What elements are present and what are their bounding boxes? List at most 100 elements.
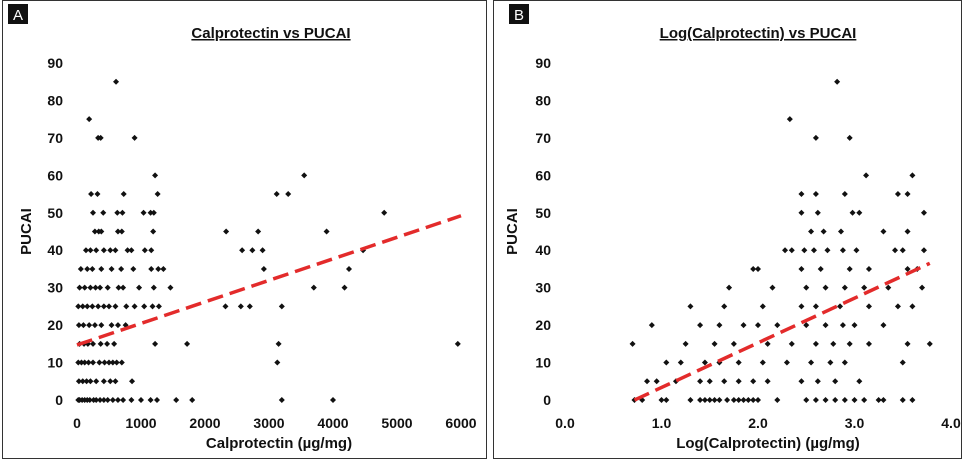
data-point — [814, 209, 821, 216]
data-point — [100, 378, 107, 385]
trend-line — [633, 261, 931, 402]
data-point — [904, 340, 911, 347]
data-point — [97, 134, 104, 141]
data-point — [653, 378, 660, 385]
y-tick-label: 50 — [535, 205, 551, 221]
data-point — [926, 340, 933, 347]
data-point — [711, 340, 718, 347]
panel-a: A Calprotectin vs PUCAI 0 10 20 30 40 50 60 70 80 9… — [2, 0, 487, 459]
data-point — [920, 209, 927, 216]
data-point — [755, 397, 761, 403]
panel-label: A — [13, 7, 23, 24]
data-point — [83, 378, 90, 385]
data-point — [820, 228, 827, 235]
y-tick-label: 10 — [47, 355, 63, 371]
data-point — [275, 340, 282, 347]
data-point — [764, 340, 771, 347]
data-point — [100, 303, 107, 310]
data-point — [140, 209, 147, 216]
data-point — [76, 284, 83, 291]
data-point — [152, 172, 159, 179]
data-point — [150, 284, 157, 291]
data-point — [740, 397, 747, 403]
panel-b: B Log(Calprotectin) vs PUCAI 0 10 20 30 40 50 60… — [493, 0, 962, 459]
data-point — [106, 359, 112, 366]
panel-frame — [493, 0, 962, 459]
data-point — [832, 378, 839, 385]
data-point — [786, 116, 793, 123]
data-point — [118, 228, 125, 235]
data-point — [173, 397, 180, 403]
data-point — [92, 284, 99, 291]
data-point — [96, 359, 103, 366]
data-point — [863, 172, 870, 179]
data-point — [114, 209, 121, 216]
data-point — [812, 397, 819, 403]
data-point — [892, 247, 899, 254]
data-point — [812, 191, 819, 198]
data-point — [310, 284, 317, 291]
data-point — [920, 247, 927, 254]
data-point — [90, 209, 96, 216]
data-point — [846, 265, 853, 272]
y-tick-label: 30 — [47, 280, 63, 296]
data-point — [75, 378, 82, 385]
data-point — [782, 247, 789, 254]
x-tick-label: 0.0 — [555, 415, 575, 431]
data-point — [75, 303, 82, 310]
data-point — [856, 209, 863, 216]
data-point — [755, 322, 761, 329]
data-point — [84, 265, 91, 272]
data-point — [629, 340, 636, 347]
data-point — [113, 78, 120, 85]
y-tick-label: 0 — [543, 392, 551, 408]
data-point — [808, 228, 815, 235]
data-point — [155, 303, 162, 310]
y-axis-label: PUCAI — [18, 208, 35, 255]
x-axis-label: Calprotectin (µg/mg) — [206, 435, 352, 452]
data-point — [841, 284, 848, 291]
data-point — [706, 397, 713, 403]
data-point — [726, 284, 733, 291]
data-point — [107, 378, 114, 385]
data-point — [803, 322, 810, 329]
data-point — [721, 303, 728, 310]
data-point — [735, 397, 742, 403]
data-point — [769, 284, 776, 291]
data-point — [824, 247, 831, 254]
data-point — [115, 284, 122, 291]
data-point — [801, 247, 808, 254]
data-point — [259, 247, 266, 254]
data-point — [803, 284, 810, 291]
data-point — [84, 303, 91, 310]
data-point — [301, 172, 308, 179]
data-point — [104, 397, 111, 403]
data-point — [865, 303, 872, 310]
data-point — [788, 247, 795, 254]
data-point — [89, 303, 96, 310]
data-point — [899, 247, 906, 254]
data-point — [822, 397, 829, 403]
data-point — [894, 303, 901, 310]
data-point — [721, 378, 728, 385]
data-point — [716, 397, 723, 403]
data-point — [82, 247, 89, 254]
data-point — [98, 322, 105, 329]
data-point — [853, 247, 860, 254]
data-point — [148, 247, 155, 254]
data-point — [107, 247, 114, 254]
data-point — [111, 340, 118, 347]
data-point — [750, 397, 757, 403]
data-point — [155, 265, 162, 272]
chart-title: Calprotectin vs PUCAI — [191, 25, 350, 42]
data-point — [106, 303, 112, 310]
data-point — [677, 359, 684, 366]
data-point — [141, 303, 148, 310]
y-tick-label: 40 — [47, 242, 63, 258]
data-point — [113, 359, 120, 366]
data-point — [154, 191, 161, 198]
x-axis-label: Log(Calprotectin) (µg/mg) — [676, 435, 860, 452]
data-point — [341, 284, 348, 291]
data-point — [98, 228, 105, 235]
data-point — [697, 322, 704, 329]
